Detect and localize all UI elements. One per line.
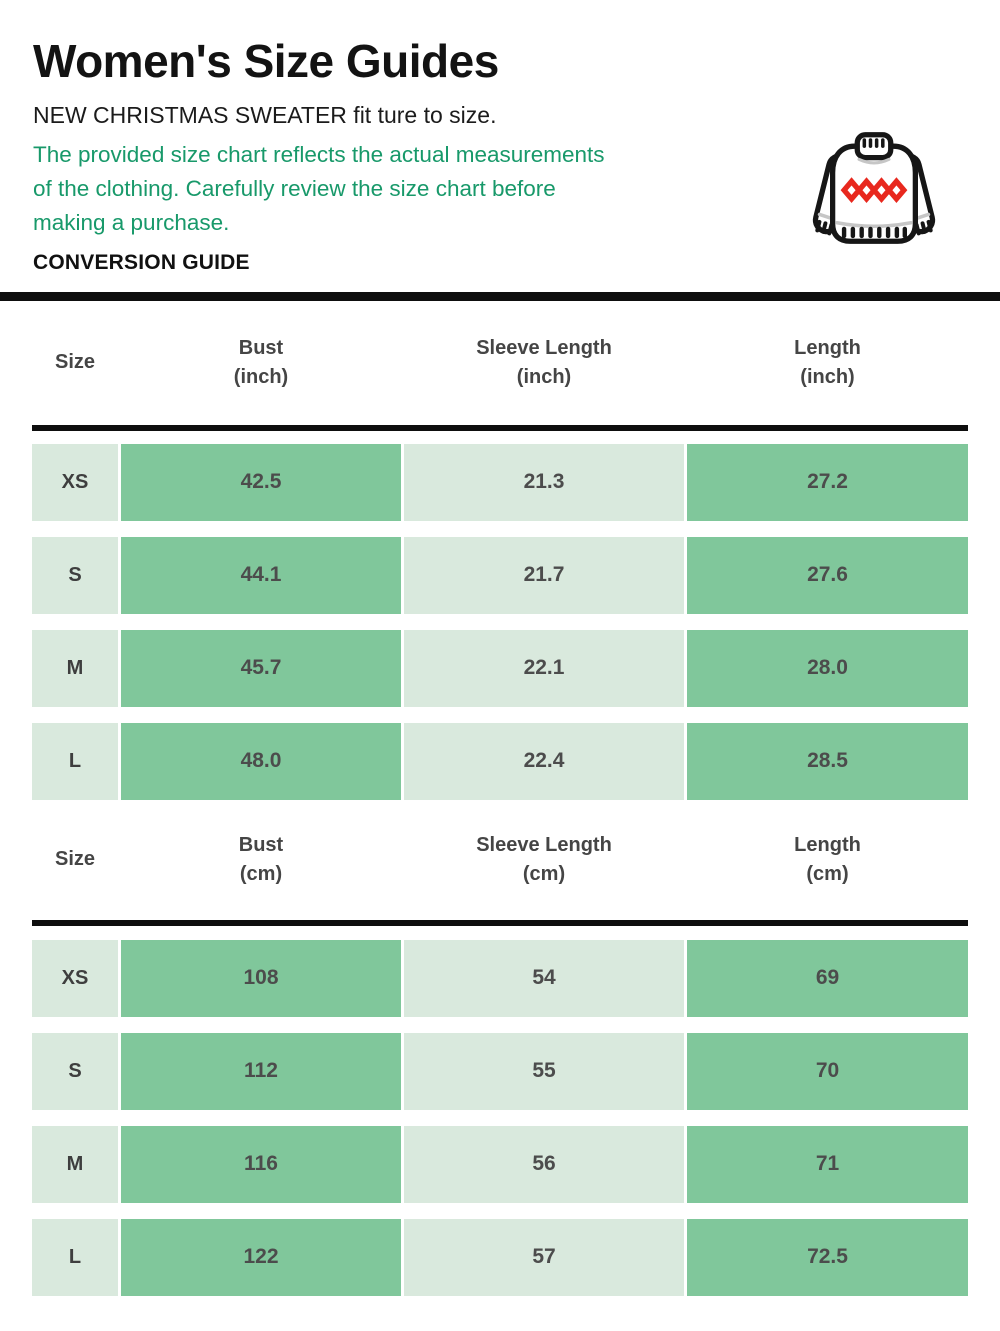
col-header-label: Bust <box>238 336 284 359</box>
header-rule <box>32 424 968 431</box>
cell-size: M <box>32 1125 118 1203</box>
cell-size: XS <box>32 939 118 1017</box>
divider-bar <box>0 291 1000 301</box>
cell-sleeve-length: 21.7 <box>404 536 684 614</box>
cell-sleeve-length: 55 <box>404 1032 684 1110</box>
measurement-note-line: The provided size chart reflects the act… <box>33 141 605 167</box>
cell-bust: 108 <box>121 939 401 1017</box>
cell-bust: 116 <box>121 1125 401 1203</box>
col-header-label: Size <box>54 848 96 871</box>
measurement-note-line: of the clothing. Carefully review the si… <box>33 175 556 201</box>
cell-size: S <box>32 536 118 614</box>
cell-sleeve-length: 22.4 <box>404 722 684 800</box>
size-table-inch: Size Bust (inch) Sleeve Length (inch) Leng… <box>32 301 968 800</box>
christmas-sweater-icon <box>808 132 940 251</box>
cell-bust: 44.1 <box>121 536 401 614</box>
col-header-unit: (cm) <box>806 862 849 885</box>
cell-bust: 112 <box>121 1032 401 1110</box>
conversion-guide-label: CONVERSION GUIDE <box>33 250 250 274</box>
col-header-label: Size <box>54 351 96 374</box>
fit-note: NEW CHRISTMAS SWEATER fit ture to size. <box>33 101 497 128</box>
table-header-row: Size Bust (inch) Sleeve Length (inch) Leng… <box>32 301 968 425</box>
cell-length: 69 <box>687 939 968 1017</box>
col-header-unit: (cm) <box>522 862 566 885</box>
col-header-unit: (inch) <box>233 365 289 388</box>
cell-bust: 45.7 <box>121 629 401 707</box>
measurement-note-line: making a purchase. <box>33 209 230 235</box>
table-body: XS 42.5 21.3 27.2 S 44.1 21.7 27.6 M 45.… <box>32 443 968 800</box>
col-header-unit: (inch) <box>800 365 855 388</box>
col-header-bust: Bust (inch) <box>121 334 401 392</box>
cell-length: 70 <box>687 1032 968 1110</box>
page-title: Women's Size Guides <box>33 35 499 87</box>
table-row-xs: XS 108 54 69 <box>32 939 968 1017</box>
cell-bust: 42.5 <box>121 443 401 521</box>
cell-size: XS <box>32 443 118 521</box>
tables-area: Size Bust (inch) Sleeve Length (inch) Leng… <box>0 301 1000 1296</box>
col-header-unit: (cm) <box>239 862 283 885</box>
cell-sleeve-length: 22.1 <box>404 629 684 707</box>
cell-length: 27.6 <box>687 536 968 614</box>
table-row-l: L 48.0 22.4 28.5 <box>32 722 968 800</box>
col-header-size: Size <box>32 348 118 377</box>
col-header-length: Length (cm) <box>687 831 968 889</box>
cell-size: L <box>32 722 118 800</box>
cell-size: L <box>32 1218 118 1296</box>
cell-sleeve-length: 54 <box>404 939 684 1017</box>
col-header-label: Length <box>794 833 861 856</box>
cell-sleeve-length: 21.3 <box>404 443 684 521</box>
header: Women's Size Guides NEW CHRISTMAS SWEATE… <box>0 36 1000 275</box>
col-header-unit: (inch) <box>516 365 572 388</box>
col-header-sleeve-length: Sleeve Length (cm) <box>404 831 684 889</box>
table-row-l: L 122 57 72.5 <box>32 1218 968 1296</box>
col-header-label: Bust <box>238 833 284 856</box>
table-header-row: Size Bust (cm) Sleeve Length (cm) Length (c… <box>32 800 968 920</box>
table-row-xs: XS 42.5 21.3 27.2 <box>32 443 968 521</box>
cell-bust: 48.0 <box>121 722 401 800</box>
col-header-length: Length (inch) <box>687 334 968 392</box>
col-header-size: Size <box>32 845 118 874</box>
table-row-s: S 112 55 70 <box>32 1032 968 1110</box>
cell-bust: 122 <box>121 1218 401 1296</box>
cell-length: 27.2 <box>687 443 968 521</box>
cell-length: 72.5 <box>687 1218 968 1296</box>
size-table-cm: Size Bust (cm) Sleeve Length (cm) Length (c… <box>32 800 968 1296</box>
col-header-sleeve-length: Sleeve Length (inch) <box>404 334 684 392</box>
cell-size: S <box>32 1032 118 1110</box>
col-header-label: Sleeve Length <box>476 833 612 856</box>
cell-length: 28.5 <box>687 722 968 800</box>
table-row-m: M 45.7 22.1 28.0 <box>32 629 968 707</box>
table-row-s: S 44.1 21.7 27.6 <box>32 536 968 614</box>
table-body: XS 108 54 69 S 112 55 70 M 116 56 71 <box>32 939 968 1296</box>
col-header-label: Length <box>794 336 861 359</box>
col-header-bust: Bust (cm) <box>121 831 401 889</box>
cell-sleeve-length: 57 <box>404 1218 684 1296</box>
measurement-note: The provided size chart reflects the act… <box>33 138 967 240</box>
cell-length: 28.0 <box>687 629 968 707</box>
col-header-label: Sleeve Length <box>476 336 612 359</box>
header-rule <box>32 919 968 926</box>
cell-length: 71 <box>687 1125 968 1203</box>
cell-sleeve-length: 56 <box>404 1125 684 1203</box>
cell-size: M <box>32 629 118 707</box>
table-row-m: M 116 56 71 <box>32 1125 968 1203</box>
